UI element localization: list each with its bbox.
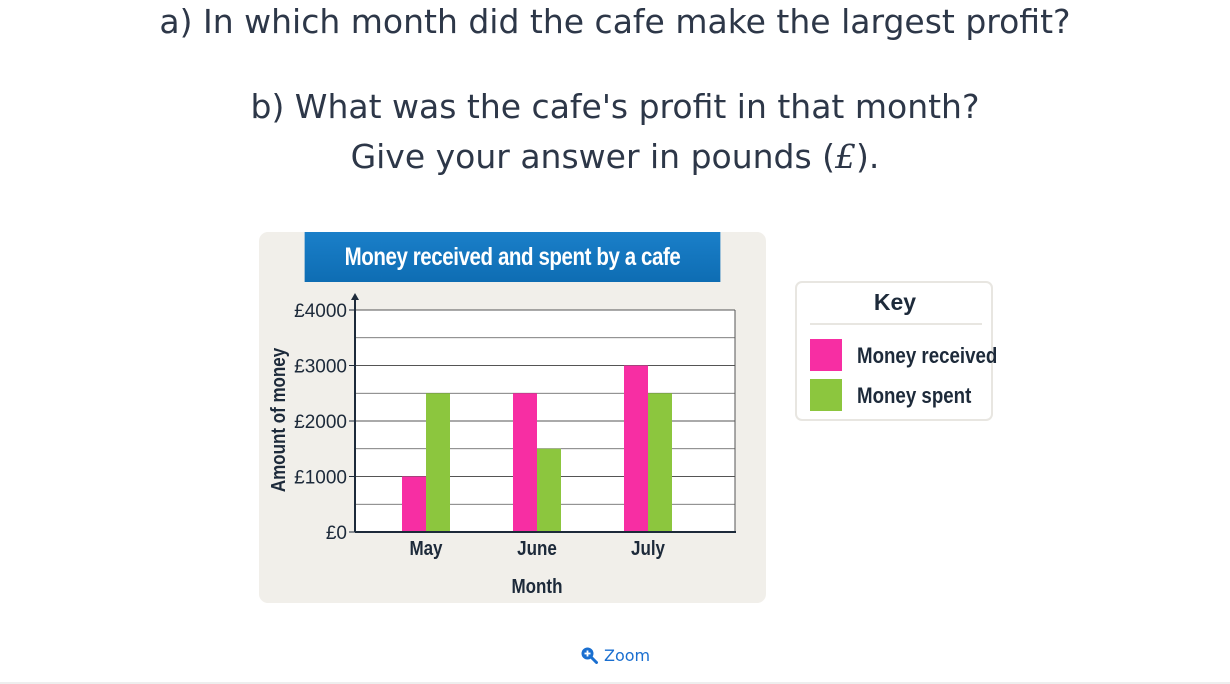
chart-title: Money received and spent by a cafe [304, 232, 721, 282]
zoom-label: Zoom [604, 645, 651, 665]
key-swatch-money-received [810, 339, 842, 371]
bar-money-received-june [513, 393, 537, 532]
question-b-line1: b) What was the cafe's profit in that mo… [250, 87, 980, 126]
y-tick-label: £2000 [294, 412, 347, 433]
key-legend: Key Money received Money spent [795, 281, 997, 421]
key-divider [810, 323, 982, 325]
y-tick-label: £3000 [294, 357, 347, 378]
bar-money-spent-may [426, 393, 450, 532]
bar-money-spent-july [648, 393, 672, 532]
bottom-divider [0, 682, 1230, 684]
key-label-money-spent: Money spent [857, 383, 972, 408]
pound-symbol: £ [835, 137, 857, 176]
question-b-suffix: ). [856, 137, 880, 176]
zoom-in-icon [581, 647, 598, 664]
key-title: Key [873, 289, 917, 315]
x-axis-title: Month [512, 575, 563, 598]
y-axis-title: Amount of money [267, 347, 290, 492]
question-b-prefix: Give your answer in pounds ( [350, 137, 836, 176]
y-tick-label: £0 [326, 523, 347, 544]
y-tick-label: £1000 [294, 468, 347, 489]
bar-money-spent-june [537, 448, 561, 532]
question-b-line2: Give your answer in pounds (£). [0, 140, 1230, 173]
chart-card: Money received and spent by a cafe £0 £10… [259, 232, 766, 603]
bar-money-received-may [402, 476, 426, 532]
x-tick-label: July [631, 537, 666, 560]
x-tick-label: May [409, 537, 443, 560]
bar-chart: £0 £1000 £2000 £3000 £4000 May June July Month Am… [267, 293, 736, 598]
zoom-button[interactable]: Zoom [580, 644, 650, 666]
key-swatch-money-spent [810, 379, 842, 411]
key-label-money-received: Money received [857, 343, 998, 368]
x-tick-label: June [517, 537, 557, 560]
y-axis-arrow [351, 293, 359, 300]
bar-money-received-july [624, 365, 648, 532]
question-a: a) In which month did the cafe make the … [159, 2, 1071, 41]
y-tick-label: £4000 [294, 301, 347, 322]
